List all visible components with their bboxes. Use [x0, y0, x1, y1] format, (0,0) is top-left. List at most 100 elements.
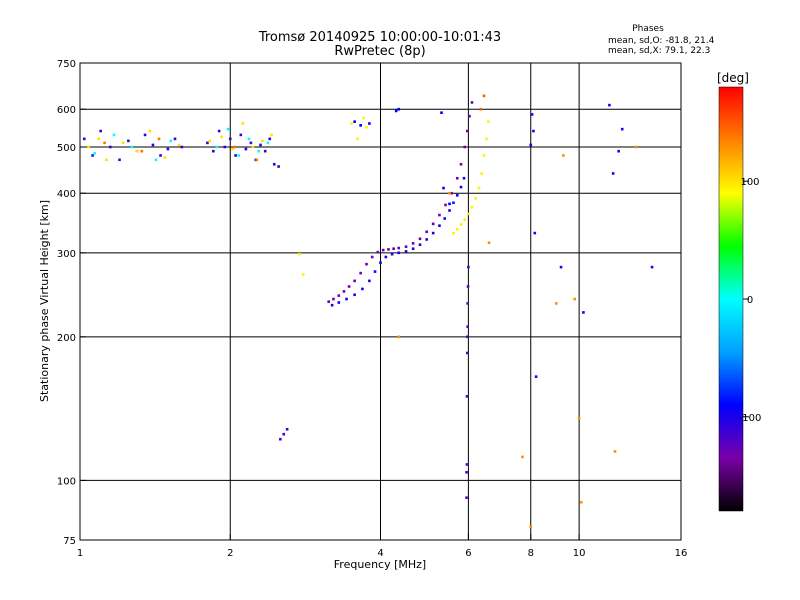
data-point: [241, 122, 245, 125]
data-point: [404, 250, 408, 253]
data-point: [163, 156, 167, 159]
y-tick-label: 500: [57, 143, 76, 154]
data-point: [220, 135, 223, 139]
axis-ticks: 1 2 4 6 8 10 16 75 100 200 300 400 500 600 750: [57, 59, 687, 559]
data-point: [154, 158, 158, 162]
x-tick-label: 2: [227, 548, 233, 559]
data-point: [459, 223, 463, 226]
data-point: [130, 145, 134, 149]
data-point: [208, 139, 212, 143]
data-point: [91, 154, 94, 157]
stats-heading: Phases: [632, 24, 664, 34]
data-point: [448, 202, 451, 206]
data-point: [233, 145, 236, 149]
data-point: [554, 302, 558, 305]
data-point: [448, 191, 451, 195]
data-point: [613, 450, 617, 453]
y-tick-label: 600: [57, 105, 76, 116]
data-point: [282, 432, 286, 436]
data-point: [135, 149, 139, 153]
data-point: [234, 154, 237, 157]
data-point: [438, 224, 441, 227]
data-point: [87, 145, 90, 149]
data-point: [390, 252, 394, 256]
data-point: [272, 162, 276, 166]
x-tick-label: 1: [77, 548, 83, 559]
data-point: [467, 212, 470, 216]
data-point: [353, 293, 356, 297]
data-point: [533, 231, 537, 235]
colorbar-tick-label: -100: [739, 413, 762, 424]
data-point: [431, 222, 435, 226]
data-point: [180, 145, 184, 149]
data-point: [482, 154, 486, 157]
data-point: [212, 149, 215, 153]
data-point: [365, 125, 368, 129]
data-point: [620, 127, 624, 131]
data-point: [173, 137, 177, 141]
data-point: [99, 129, 102, 133]
data-point: [562, 154, 565, 157]
data-point: [466, 285, 470, 288]
data-point: [474, 197, 477, 200]
data-point: [169, 139, 173, 143]
data-point: [353, 120, 356, 123]
data-point: [347, 285, 351, 288]
data-point: [467, 265, 470, 269]
data-point: [345, 297, 348, 301]
data-point: [444, 203, 447, 207]
data-point: [442, 186, 445, 190]
data-point: [177, 143, 181, 147]
data-point: [608, 103, 611, 107]
data-point: [285, 427, 289, 431]
data-point: [466, 302, 469, 305]
data-point: [231, 147, 234, 151]
data-point: [297, 252, 301, 256]
data-point: [370, 255, 374, 259]
data-point: [397, 246, 400, 250]
data-point: [82, 137, 86, 141]
data-point: [443, 217, 447, 220]
data-point: [148, 129, 152, 133]
colorbar-label: [deg]: [717, 71, 749, 85]
data-point: [425, 238, 428, 241]
y-tick-label: 200: [57, 333, 76, 344]
data-point: [268, 137, 272, 141]
data-point: [480, 172, 484, 175]
data-point: [465, 496, 468, 499]
data-point: [337, 301, 341, 304]
data-point: [217, 129, 221, 133]
data-point: [373, 270, 377, 273]
data-point: [257, 149, 260, 153]
data-point: [466, 325, 469, 329]
data-point: [359, 124, 362, 127]
data-point: [530, 113, 534, 116]
data-point: [470, 101, 474, 104]
data-point: [97, 137, 100, 141]
data-point: [332, 297, 335, 301]
data-point: [465, 463, 469, 466]
data-point: [397, 107, 400, 111]
y-axis-label: Stationary phase Virtual Height [km]: [38, 200, 51, 402]
data-point: [359, 271, 362, 275]
data-point: [140, 149, 144, 153]
data-point: [255, 158, 259, 162]
data-point: [418, 243, 422, 246]
y-tick-label: 100: [57, 476, 76, 487]
colorbar-tick-label: 100: [740, 177, 759, 188]
data-point: [392, 247, 395, 251]
data-point: [361, 287, 364, 291]
data-point: [387, 248, 390, 251]
data-point: [466, 129, 469, 133]
data-point: [463, 218, 467, 222]
data-point: [259, 143, 262, 147]
data-point: [425, 230, 428, 234]
data-point: [573, 297, 577, 301]
data-point: [450, 191, 453, 195]
data-point: [459, 162, 463, 166]
x-tick-label: 4: [377, 548, 383, 559]
data-point: [611, 172, 615, 175]
data-point: [251, 145, 255, 149]
data-point: [559, 265, 563, 269]
x-tick-label: 6: [465, 548, 471, 559]
